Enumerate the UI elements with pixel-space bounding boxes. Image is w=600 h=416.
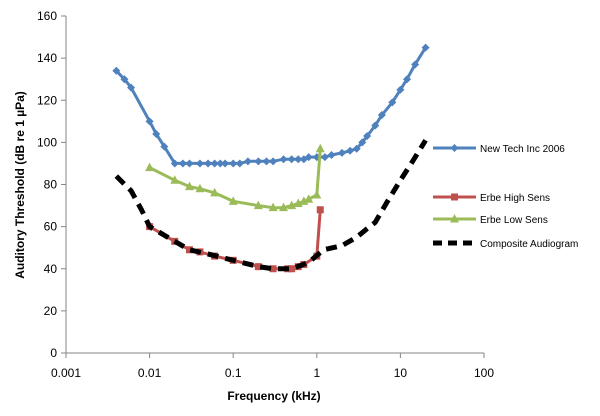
axes: 0 20 40 60 80 100 120 140 160 0.001 0.01 0.1 1 10 100 bbox=[37, 9, 494, 380]
data-point bbox=[262, 157, 271, 166]
x-tick-label: 0.01 bbox=[138, 366, 162, 380]
data-point bbox=[210, 159, 219, 168]
data-point bbox=[403, 75, 412, 84]
legend-item: New Tech Inc 2006 bbox=[433, 144, 565, 155]
data-point bbox=[254, 157, 263, 166]
data-point bbox=[304, 194, 314, 203]
data-point bbox=[204, 159, 213, 168]
data-point bbox=[216, 159, 225, 168]
legend-label: Erbe Low Sens bbox=[480, 215, 548, 226]
x-tick-label: 1 bbox=[313, 366, 320, 380]
y-tick-label: 100 bbox=[37, 135, 57, 149]
series-erbe-low-sens bbox=[145, 143, 325, 212]
data-point bbox=[145, 162, 155, 172]
legend-marker bbox=[451, 193, 458, 201]
plot-area bbox=[112, 43, 430, 273]
legend-marker bbox=[450, 214, 459, 223]
data-point bbox=[195, 183, 205, 193]
legend: New Tech Inc 2006 Erbe High Sens Erbe Low … bbox=[433, 144, 578, 250]
y-tick-label: 0 bbox=[50, 346, 57, 360]
data-point bbox=[315, 143, 325, 153]
legend-marker bbox=[450, 144, 459, 152]
data-point bbox=[170, 175, 180, 184]
data-point bbox=[229, 159, 238, 168]
x-tick-label: 0.001 bbox=[51, 366, 81, 380]
data-point bbox=[396, 85, 405, 94]
y-tick-label: 160 bbox=[37, 9, 57, 23]
data-point bbox=[253, 200, 263, 210]
data-point bbox=[320, 153, 329, 162]
data-point bbox=[388, 98, 397, 107]
x-tick-label: 0.1 bbox=[225, 366, 242, 380]
x-tick-label: 100 bbox=[474, 366, 494, 380]
data-point bbox=[294, 155, 303, 164]
series-new-tech-inc-2006 bbox=[112, 43, 430, 168]
data-point bbox=[185, 159, 194, 168]
data-point bbox=[221, 159, 230, 168]
series-line bbox=[114, 138, 428, 272]
data-point bbox=[235, 159, 244, 168]
data-point bbox=[254, 263, 262, 271]
data-point bbox=[152, 129, 161, 138]
series-line bbox=[115, 46, 427, 165]
data-point bbox=[127, 83, 136, 92]
data-point bbox=[352, 144, 361, 153]
data-point bbox=[279, 202, 289, 212]
legend-item: Erbe Low Sens bbox=[433, 214, 548, 226]
data-point bbox=[421, 43, 430, 52]
data-point bbox=[346, 146, 355, 155]
data-point bbox=[160, 142, 169, 151]
data-point bbox=[120, 75, 129, 84]
data-point bbox=[316, 206, 324, 214]
legend-label: Composite Audiogram bbox=[480, 239, 578, 250]
legend-item: Composite Audiogram bbox=[433, 239, 578, 250]
data-point bbox=[228, 196, 238, 205]
data-point bbox=[170, 159, 179, 168]
data-point bbox=[178, 159, 187, 168]
data-point bbox=[363, 132, 372, 141]
data-point bbox=[304, 153, 313, 162]
data-point bbox=[268, 202, 278, 212]
legend-label: Erbe High Sens bbox=[480, 193, 550, 204]
y-tick-label: 60 bbox=[44, 220, 58, 234]
data-point bbox=[279, 155, 288, 164]
data-point bbox=[337, 148, 346, 157]
data-point bbox=[377, 110, 386, 119]
data-point bbox=[358, 138, 367, 147]
data-point bbox=[243, 157, 252, 166]
y-tick-label: 40 bbox=[44, 262, 58, 276]
y-tick-label: 120 bbox=[37, 93, 57, 107]
data-point bbox=[112, 66, 121, 75]
data-point bbox=[287, 155, 296, 164]
legend-label: New Tech Inc 2006 bbox=[480, 144, 565, 155]
y-tick-label: 20 bbox=[44, 304, 58, 318]
data-point bbox=[145, 117, 154, 126]
x-axis-title: Frequency (kHz) bbox=[227, 389, 320, 403]
legend-item: Erbe High Sens bbox=[433, 193, 550, 204]
data-point bbox=[371, 121, 380, 130]
y-tick-label: 80 bbox=[44, 178, 58, 192]
x-tick-label: 10 bbox=[394, 366, 408, 380]
data-point bbox=[312, 190, 322, 199]
data-point bbox=[269, 265, 277, 273]
data-point bbox=[327, 151, 336, 160]
series-composite-audiogram bbox=[114, 138, 428, 272]
data-point bbox=[210, 187, 220, 197]
data-point bbox=[411, 60, 420, 69]
y-tick-label: 140 bbox=[37, 51, 57, 65]
data-point bbox=[184, 181, 194, 191]
data-point bbox=[288, 265, 296, 273]
data-point bbox=[269, 157, 278, 166]
y-axis-title: Auditory Threshold (dB re 1 µPa) bbox=[13, 91, 27, 279]
data-point bbox=[185, 246, 193, 254]
data-point bbox=[195, 159, 204, 168]
